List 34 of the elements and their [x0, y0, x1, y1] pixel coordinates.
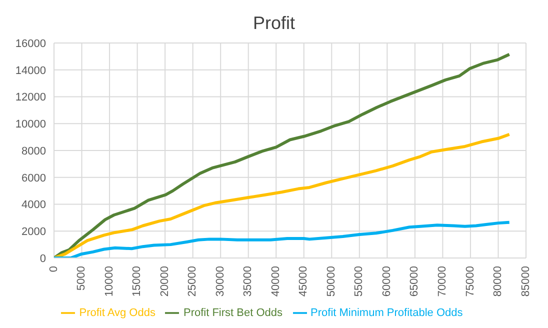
x-tick-label: 0	[48, 266, 60, 272]
legend-label: Profit First Bet Odds	[183, 306, 283, 319]
x-tick-label: 85000	[520, 266, 532, 297]
x-tick-label: 80000	[492, 266, 504, 297]
x-tick-label: 70000	[436, 266, 449, 297]
legend-label: Profit Avg Odds	[79, 306, 156, 319]
x-tick-label: 35000	[242, 266, 254, 297]
y-tick-label: 10000	[15, 118, 46, 131]
x-tick-label: 75000	[464, 266, 476, 297]
chart-title: Profit	[252, 12, 296, 35]
x-tick-label: 40000	[270, 266, 282, 297]
x-tick-label: 25000	[186, 266, 199, 297]
legend-label: Profit Minimum Profitable Odds	[310, 306, 463, 319]
y-tick-label: 12000	[15, 92, 46, 104]
y-tick-label: 2000	[22, 226, 46, 238]
line-series	[54, 132, 511, 258]
line-series	[54, 220, 511, 258]
x-tick-label: 15000	[131, 266, 144, 297]
y-tick-label: 4000	[22, 199, 46, 212]
x-tick-label: 55000	[353, 266, 366, 297]
x-tick-label: 45000	[298, 266, 310, 297]
line-series	[54, 52, 511, 258]
y-tick-label: 16000	[15, 38, 46, 50]
y-tick-label: 0	[40, 252, 46, 265]
x-tick-label: 65000	[408, 266, 421, 297]
x-tick-label: 60000	[380, 266, 393, 297]
x-tick-label: 50000	[325, 266, 338, 297]
x-tick-label: 20000	[158, 266, 171, 297]
y-tick-label: 14000	[15, 64, 46, 77]
x-tick-label: 5000	[76, 266, 88, 290]
y-tick-label: 8000	[22, 145, 46, 158]
x-tick-label: 10000	[103, 266, 116, 297]
x-tick-label: 30000	[214, 266, 226, 297]
y-tick-label: 6000	[22, 172, 46, 184]
